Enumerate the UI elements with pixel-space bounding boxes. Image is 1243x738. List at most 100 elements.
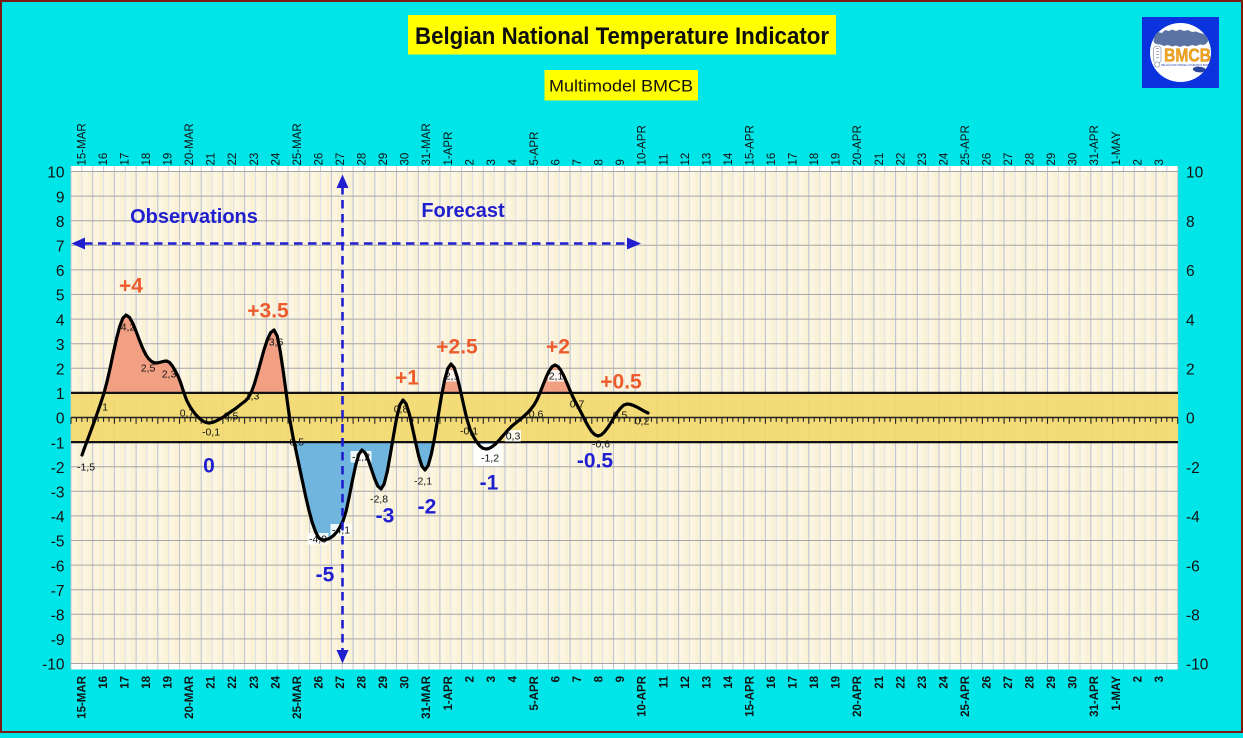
svg-text:-8: -8 <box>51 608 65 625</box>
svg-text:-5: -5 <box>316 564 335 587</box>
svg-text:12: 12 <box>680 676 692 689</box>
svg-text:+3.5: +3.5 <box>247 300 289 323</box>
svg-text:4: 4 <box>1186 312 1195 329</box>
svg-text:10: 10 <box>1186 165 1204 182</box>
svg-text:25-APR: 25-APR <box>960 125 972 165</box>
svg-text:11: 11 <box>658 154 670 166</box>
svg-text:+2: +2 <box>546 336 570 359</box>
svg-text:0,6: 0,6 <box>529 409 544 421</box>
svg-text:15-APR: 15-APR <box>745 675 757 717</box>
svg-text:27: 27 <box>1003 153 1015 166</box>
svg-text:0,3: 0,3 <box>506 431 521 443</box>
svg-text:7: 7 <box>572 676 584 682</box>
svg-text:BMCB: BMCB <box>1164 46 1211 66</box>
svg-text:29: 29 <box>378 676 390 689</box>
svg-text:Observations: Observations <box>130 206 258 228</box>
svg-text:-3: -3 <box>51 485 65 502</box>
svg-text:10-APR: 10-APR <box>637 675 649 717</box>
svg-text:13: 13 <box>701 153 713 166</box>
svg-text:21: 21 <box>206 153 218 166</box>
svg-text:6: 6 <box>56 263 65 280</box>
svg-text:6: 6 <box>551 676 563 682</box>
svg-text:+4: +4 <box>119 275 143 298</box>
svg-text:18: 18 <box>141 153 153 166</box>
svg-text:22: 22 <box>227 153 239 166</box>
svg-text:6: 6 <box>551 159 563 165</box>
svg-text:26: 26 <box>982 153 994 166</box>
svg-text:23: 23 <box>249 153 261 166</box>
svg-text:11: 11 <box>658 675 670 688</box>
svg-text:20-APR: 20-APR <box>852 675 864 717</box>
svg-text:5-APR: 5-APR <box>529 132 541 166</box>
svg-text:-0.5: -0.5 <box>577 450 614 473</box>
svg-text:-6: -6 <box>1186 558 1200 575</box>
svg-text:3: 3 <box>56 337 65 354</box>
svg-text:17: 17 <box>120 153 132 166</box>
svg-text:7: 7 <box>572 159 584 165</box>
svg-text:5-APR: 5-APR <box>529 675 541 710</box>
svg-text:30: 30 <box>1068 153 1080 166</box>
svg-text:12: 12 <box>680 153 692 166</box>
svg-text:29: 29 <box>378 153 390 166</box>
svg-text:25-APR: 25-APR <box>960 675 972 717</box>
svg-text:24: 24 <box>938 675 950 688</box>
svg-text:7: 7 <box>56 239 65 256</box>
svg-text:8: 8 <box>594 159 606 165</box>
svg-text:28: 28 <box>1025 675 1037 688</box>
svg-text:30: 30 <box>400 676 412 689</box>
svg-text:4: 4 <box>507 675 519 682</box>
svg-text:BELGIAN MULTIMODEL CONSENSUS B: BELGIAN MULTIMODEL CONSENSUS BUREAU <box>1161 64 1212 67</box>
svg-text:5: 5 <box>56 288 65 305</box>
svg-text:0: 0 <box>1186 411 1195 428</box>
svg-text:18: 18 <box>809 153 821 166</box>
svg-text:19: 19 <box>831 676 843 689</box>
svg-text:-1: -1 <box>51 435 65 452</box>
svg-text:24: 24 <box>938 152 950 165</box>
svg-text:31-MAR: 31-MAR <box>421 675 433 719</box>
svg-text:10-APR: 10-APR <box>637 125 649 165</box>
svg-text:3: 3 <box>486 676 498 682</box>
svg-text:31-APR: 31-APR <box>1089 125 1101 165</box>
svg-text:-5: -5 <box>51 534 65 551</box>
svg-text:3: 3 <box>486 159 498 165</box>
svg-text:-9: -9 <box>51 632 65 649</box>
svg-text:29: 29 <box>1046 153 1058 166</box>
svg-text:2: 2 <box>56 362 65 379</box>
svg-text:-10: -10 <box>1186 657 1209 674</box>
svg-text:28: 28 <box>357 153 369 166</box>
svg-text:31-MAR: 31-MAR <box>421 123 433 165</box>
svg-text:30: 30 <box>400 153 412 166</box>
svg-text:21: 21 <box>874 153 886 166</box>
svg-text:2,1: 2,1 <box>549 371 564 383</box>
svg-text:-10: -10 <box>42 657 65 674</box>
svg-text:2: 2 <box>464 676 476 682</box>
svg-text:3: 3 <box>1154 159 1166 165</box>
svg-text:-0,1: -0,1 <box>202 427 220 439</box>
svg-text:2: 2 <box>1186 362 1195 379</box>
svg-text:2,3: 2,3 <box>162 369 177 381</box>
svg-text:22: 22 <box>895 153 907 166</box>
svg-text:1-MAY: 1-MAY <box>1111 131 1123 166</box>
svg-text:9: 9 <box>56 189 65 206</box>
svg-text:28: 28 <box>357 675 369 688</box>
svg-text:1-MAY: 1-MAY <box>1111 676 1123 711</box>
svg-text:19: 19 <box>163 153 175 166</box>
svg-text:16: 16 <box>98 676 110 689</box>
svg-text:30: 30 <box>1068 676 1080 689</box>
svg-text:-8: -8 <box>1186 608 1200 625</box>
svg-text:9: 9 <box>615 676 627 682</box>
svg-text:15-MAR: 15-MAR <box>76 123 88 165</box>
svg-text:-2: -2 <box>1186 460 1200 477</box>
svg-text:23: 23 <box>917 153 929 166</box>
svg-text:26: 26 <box>982 676 994 689</box>
svg-text:16: 16 <box>766 153 778 166</box>
svg-text:1-APR: 1-APR <box>443 675 455 710</box>
svg-text:-1: -1 <box>480 472 499 495</box>
svg-text:16: 16 <box>98 153 110 166</box>
svg-text:+2.5: +2.5 <box>436 336 478 359</box>
svg-text:13: 13 <box>701 676 713 689</box>
svg-text:-2: -2 <box>418 496 437 519</box>
svg-text:10: 10 <box>47 165 65 182</box>
svg-text:-4,9: -4,9 <box>309 534 327 546</box>
svg-text:6: 6 <box>1186 263 1195 280</box>
